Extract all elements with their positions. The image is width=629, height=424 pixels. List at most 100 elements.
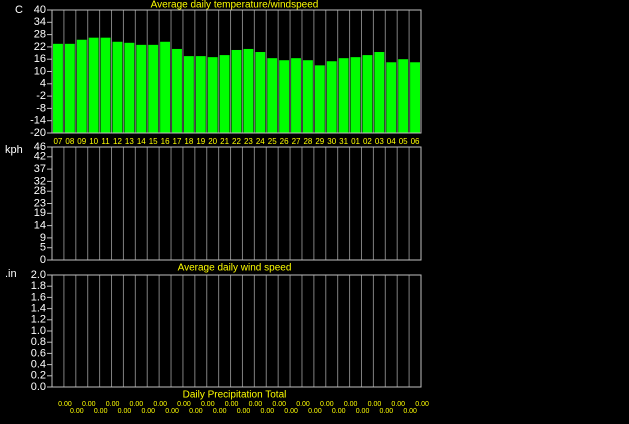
bar (255, 52, 266, 133)
x-tick-label: 30 (327, 137, 336, 146)
bar (291, 58, 301, 133)
x-tick-label: 24 (256, 137, 265, 146)
x-tick-label: 20 (208, 137, 217, 146)
value-label: 0.00 (177, 401, 191, 408)
bar (195, 56, 206, 133)
x-tick-label: 23 (244, 137, 253, 146)
x-tick-label: 11 (101, 137, 110, 146)
x-tick-label: 09 (77, 137, 86, 146)
y-tick-label: 1.8 (31, 280, 46, 292)
bar (136, 44, 147, 133)
bar (398, 59, 409, 134)
y-tick-label: 5 (40, 242, 46, 254)
value-label: 0.00 (237, 408, 251, 415)
bar (64, 43, 75, 134)
y-tick-label: 16 (34, 53, 46, 65)
value-label: 0.00 (320, 401, 334, 408)
bar (386, 62, 397, 133)
value-label: 0.00 (249, 401, 263, 408)
x-tick-label: 18 (184, 137, 193, 146)
y-tick-label: -2 (36, 90, 46, 102)
bar (267, 58, 278, 133)
y-tick-label: 42 (34, 151, 46, 163)
value-label: 0.00 (201, 401, 215, 408)
y-tick-label: 0 (40, 254, 46, 266)
value-label: 0.00 (403, 408, 417, 415)
x-tick-label: 22 (232, 137, 241, 146)
x-tick-label: 15 (149, 137, 158, 146)
bar (279, 60, 290, 133)
value-label: 0.00 (284, 408, 298, 415)
x-tick-label: 17 (173, 137, 182, 146)
y-tick-label: 2.0 (31, 269, 46, 281)
bar (100, 37, 111, 133)
plot-frame (51, 146, 422, 261)
bar (231, 49, 242, 133)
x-tick-label: 31 (339, 137, 348, 146)
value-label: 0.00 (58, 401, 72, 408)
x-tick-label: 10 (89, 137, 98, 146)
value-label: 0.00 (141, 408, 155, 415)
y-tick-label: 37 (34, 163, 46, 175)
y-tick-label: 0.2 (31, 370, 46, 382)
y-tick-label: 1.2 (31, 314, 46, 326)
y-tick-label: -20 (30, 127, 46, 139)
x-tick-label: 05 (399, 137, 408, 146)
y-tick-label: 0.6 (31, 347, 46, 359)
bar (302, 60, 313, 133)
y-tick-label: 14 (34, 220, 46, 232)
x-tick-label: 07 (53, 137, 62, 146)
x-tick-label: 08 (65, 137, 74, 146)
x-tick-label: 01 (351, 137, 360, 146)
unit-label: .in (5, 268, 17, 280)
bar (148, 44, 159, 133)
y-tick-label: 28 (34, 29, 46, 41)
y-tick-label: 0.4 (31, 359, 46, 371)
bar (183, 56, 194, 133)
value-label: 0.00 (189, 408, 203, 415)
chart-title: Average daily temperature/windspeed (151, 0, 319, 11)
value-label: 0.00 (118, 408, 132, 415)
y-tick-label: 19 (34, 207, 46, 219)
y-tick-label: 1.4 (31, 303, 46, 315)
bar (53, 43, 63, 134)
chart-title: Average daily wind speed (178, 263, 292, 274)
bar (314, 65, 325, 133)
y-tick-label: 4 (40, 78, 46, 90)
value-label: 0.00 (380, 408, 394, 415)
x-tick-label: 29 (315, 137, 324, 146)
bar (326, 61, 337, 133)
plot-frame (51, 274, 422, 388)
value-label: 0.00 (106, 401, 120, 408)
value-label: 0.00 (94, 408, 108, 415)
bar (410, 62, 420, 133)
x-tick-label: 27 (292, 137, 301, 146)
x-tick-label: 26 (280, 137, 289, 146)
value-label: 0.00 (391, 401, 405, 408)
value-label: 0.00 (130, 401, 144, 408)
bar (112, 41, 123, 133)
y-tick-label: 1.6 (31, 291, 46, 303)
value-label: 0.00 (332, 408, 346, 415)
unit-label: C (15, 4, 23, 16)
bar (374, 52, 385, 133)
value-label: 0.00 (165, 408, 179, 415)
bar (88, 37, 99, 133)
y-tick-label: 9 (40, 232, 46, 244)
value-label: 0.00 (272, 401, 286, 408)
x-tick-label: 16 (161, 137, 170, 146)
value-label: 0.00 (344, 401, 358, 408)
x-tick-label: 06 (411, 137, 420, 146)
plot-frame (51, 9, 422, 134)
y-tick-label: 34 (34, 16, 46, 28)
value-label: 0.00 (153, 401, 167, 408)
value-label: 0.00 (415, 401, 429, 408)
x-tick-label: 19 (196, 137, 205, 146)
y-tick-label: 23 (34, 197, 46, 209)
value-label: 0.00 (82, 401, 96, 408)
y-tick-label: 1.0 (31, 325, 46, 337)
x-tick-label: 04 (387, 137, 396, 146)
x-tick-label: 02 (363, 137, 372, 146)
x-tick-label: 25 (268, 137, 277, 146)
